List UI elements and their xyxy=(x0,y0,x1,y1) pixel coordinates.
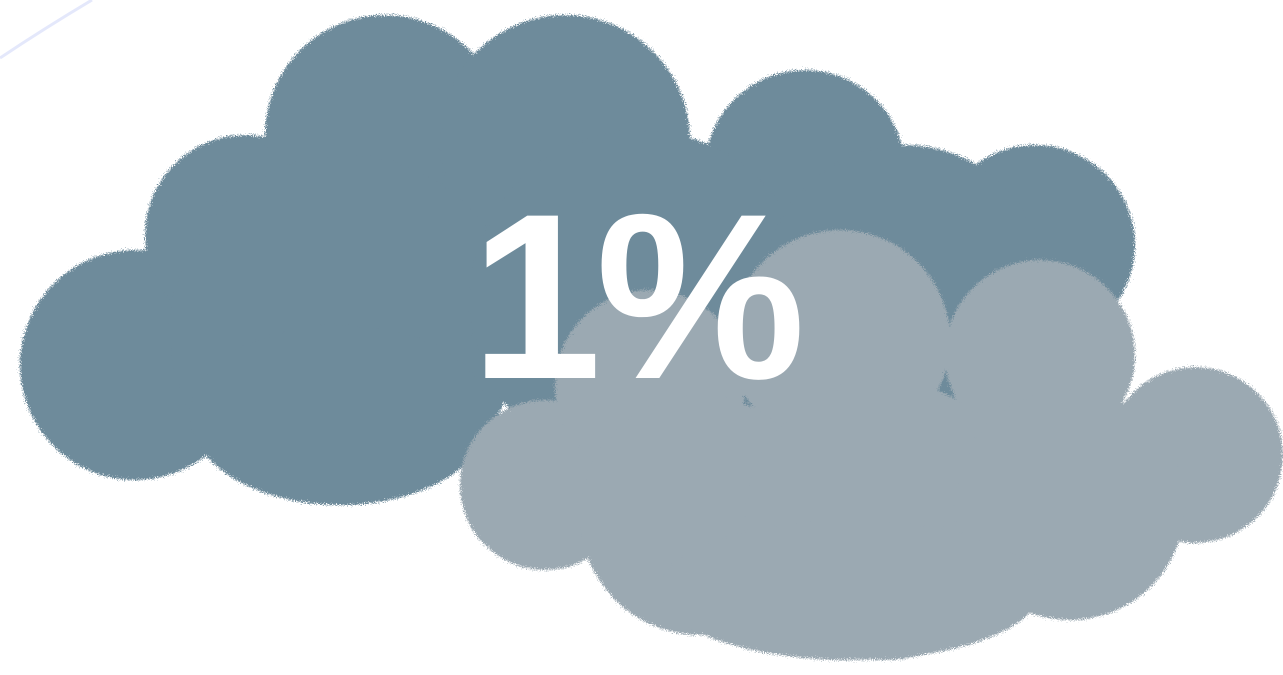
front-cloud-icon xyxy=(460,230,1283,660)
percent-value: 1% xyxy=(470,165,805,429)
corner-stroke xyxy=(0,0,93,60)
